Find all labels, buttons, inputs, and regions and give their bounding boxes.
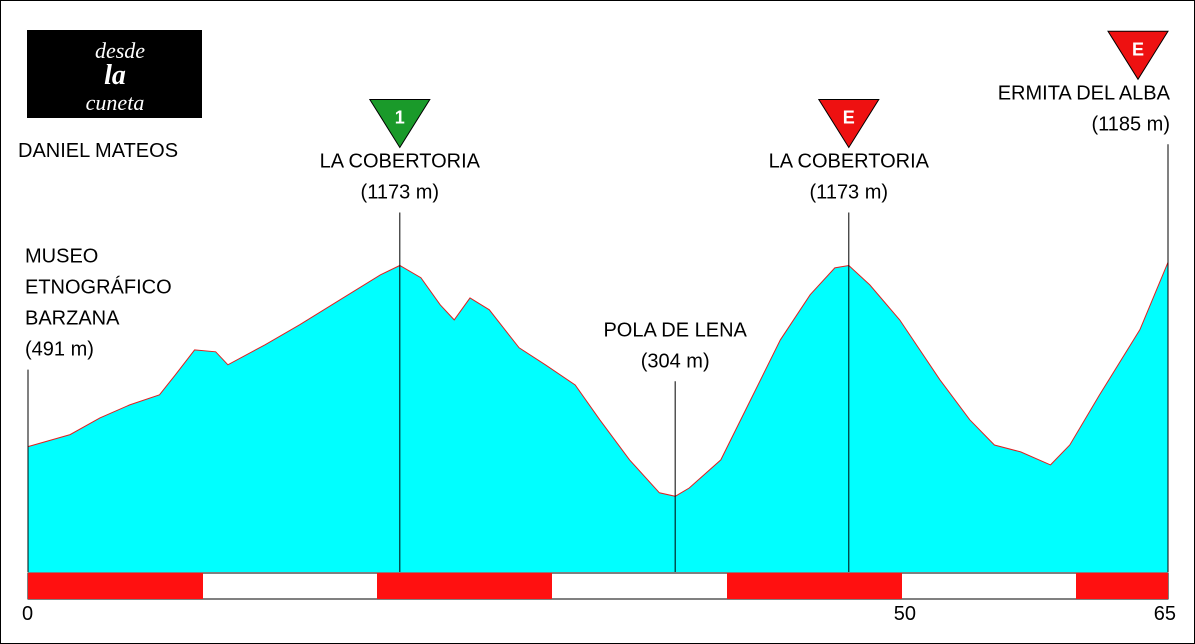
annotation-value: (491 m) xyxy=(25,339,94,361)
x-tick-label: 0 xyxy=(22,603,33,625)
annotation-label: ETNOGRÁFICO xyxy=(25,276,172,299)
annotation-value: (1173 m) xyxy=(810,181,889,203)
profile-line xyxy=(27,262,1169,497)
annotation-value: (1185 m) xyxy=(1091,113,1170,135)
logo: desde la cuneta xyxy=(27,30,202,118)
km-bar xyxy=(27,572,1169,600)
icon-triangle xyxy=(1107,30,1169,81)
icon-text: E xyxy=(1132,39,1144,59)
km-segment xyxy=(28,573,203,599)
icon-triangle xyxy=(817,98,880,149)
annotation-label: BARZANA xyxy=(25,308,120,330)
km-segment xyxy=(727,573,902,599)
annotation-label: LA COBERTORIA xyxy=(320,150,481,172)
area xyxy=(28,262,1168,572)
annotation-value: (1173 m) xyxy=(361,181,440,203)
logo-word: la xyxy=(104,60,126,91)
stage-icon: E xyxy=(817,98,880,149)
x-tick-label: 65 xyxy=(1154,603,1176,625)
annotation-value: (304 m) xyxy=(641,350,710,372)
stage-icon: E xyxy=(1107,30,1169,81)
annotation-label: MUSEO xyxy=(25,246,98,268)
logo-box xyxy=(27,30,202,118)
km-bar-frame xyxy=(27,572,1169,600)
x-tick-label: 50 xyxy=(894,603,916,625)
km-segment xyxy=(1076,573,1168,599)
icon-text: E xyxy=(843,107,855,127)
stage-icon: 1 xyxy=(368,98,431,149)
logo-word: cuneta xyxy=(86,90,145,115)
km-segment xyxy=(377,573,552,599)
logo-word: desde xyxy=(95,38,145,63)
icon-triangle xyxy=(368,98,431,149)
annotation-label: POLA DE LENA xyxy=(603,319,747,341)
annotation-label: ERMITA DEL ALBA xyxy=(998,82,1171,104)
author: DANIEL MATEOS xyxy=(18,140,178,162)
icon-text: 1 xyxy=(395,107,405,127)
annotation-label: LA COBERTORIA xyxy=(769,150,930,172)
